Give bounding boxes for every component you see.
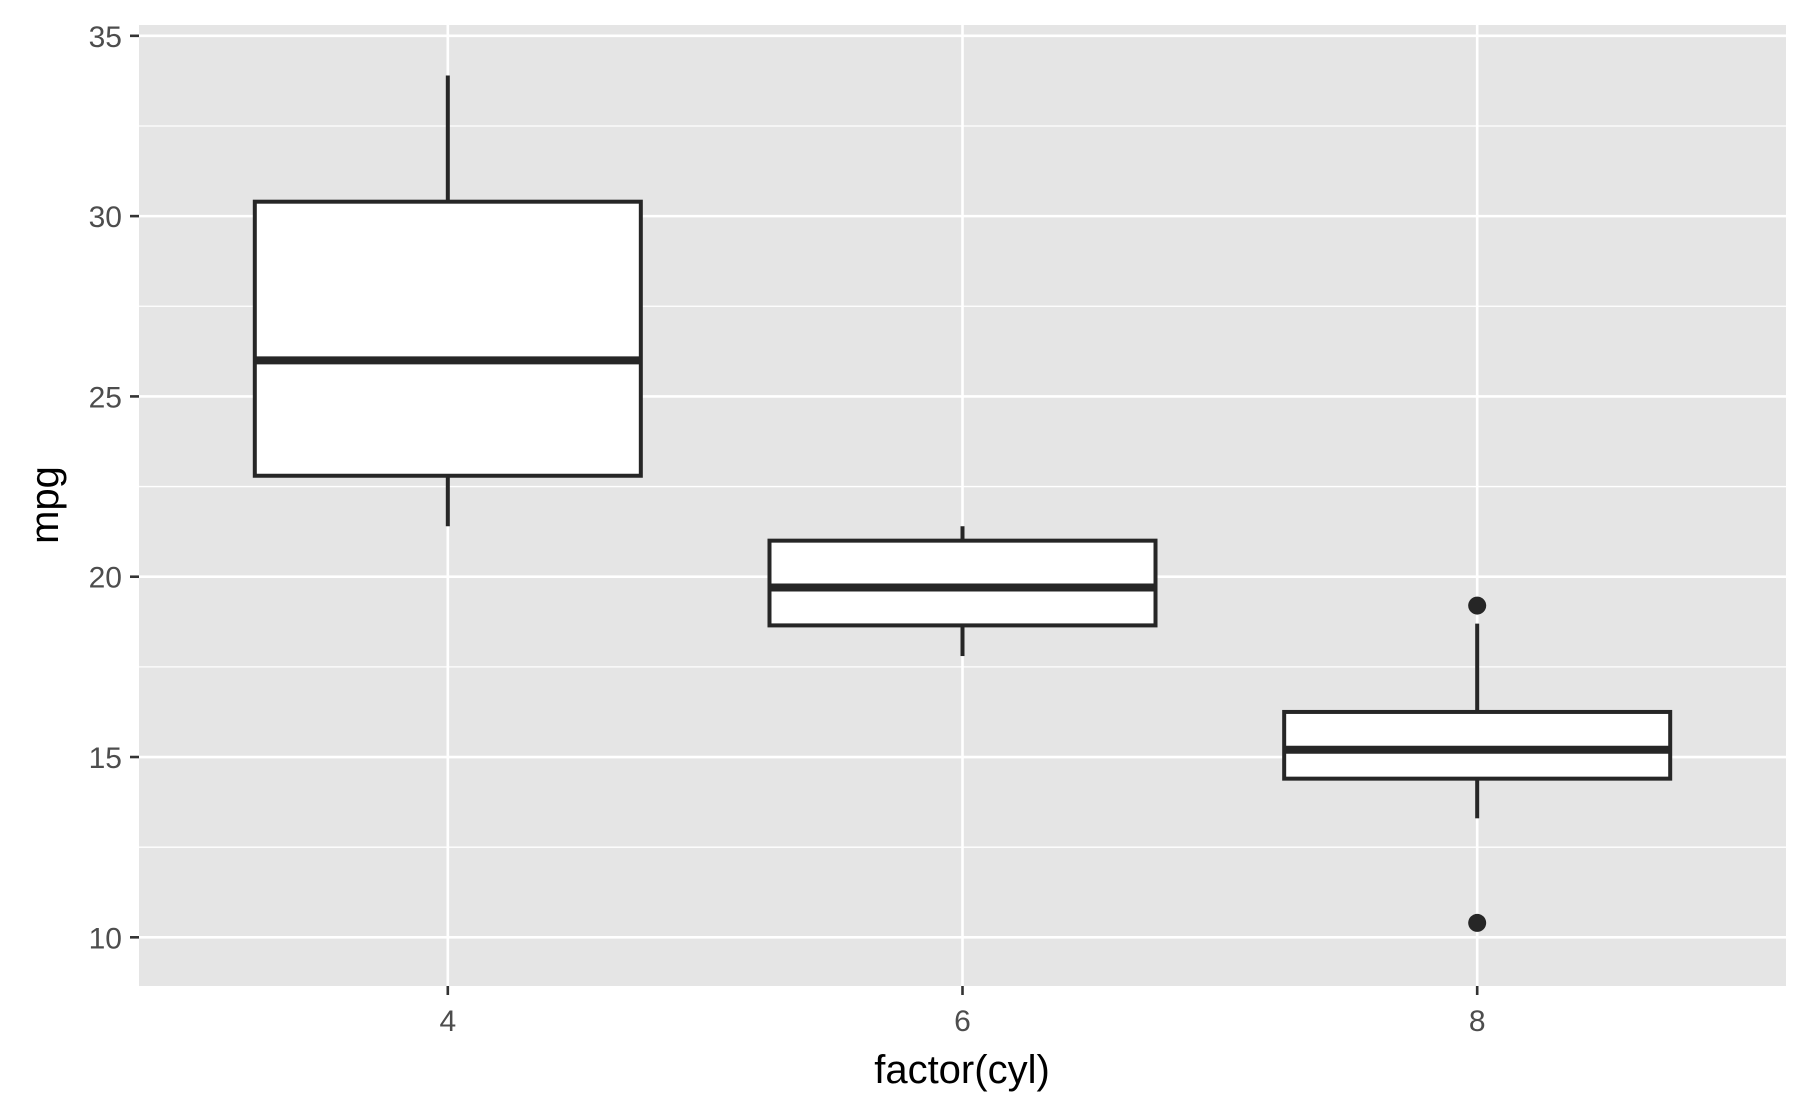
y-tick-label: 10 — [89, 922, 122, 955]
x-tick-label: 4 — [439, 1005, 456, 1038]
y-tick-label: 35 — [89, 21, 122, 54]
axes: 10 15 20 25 30 35 4 6 8 — [89, 21, 1486, 1038]
y-axis-title: mpg — [23, 466, 67, 544]
box-body — [252, 199, 643, 478]
y-tick-label: 20 — [89, 562, 122, 595]
box-4 — [252, 75, 643, 527]
boxes — [252, 75, 1673, 932]
box-body — [1282, 709, 1673, 781]
y-tick-label: 15 — [89, 742, 122, 775]
y-tick-label: 25 — [89, 381, 122, 414]
x-axis-title: factor(cyl) — [874, 1048, 1050, 1092]
box-8 — [1282, 596, 1673, 932]
box-6 — [767, 526, 1158, 657]
y-tick-label: 30 — [89, 201, 122, 234]
outlier-point — [1468, 913, 1487, 932]
outlier-point — [1468, 596, 1487, 615]
x-tick-label: 6 — [954, 1005, 971, 1038]
x-tick-label: 8 — [1469, 1005, 1486, 1038]
box-body — [767, 538, 1158, 628]
